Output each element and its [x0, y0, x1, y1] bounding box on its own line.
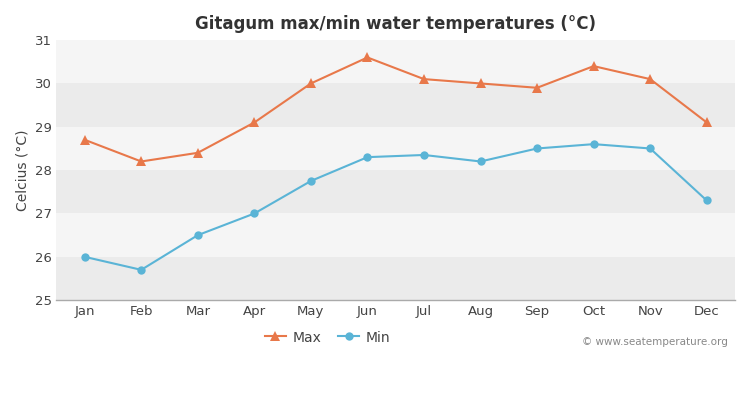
Max — [80, 138, 89, 142]
Min — [532, 146, 542, 151]
Min — [476, 159, 485, 164]
Max — [476, 81, 485, 86]
Min — [307, 178, 316, 183]
Min — [80, 254, 89, 259]
Min — [702, 198, 711, 203]
Min — [363, 155, 372, 160]
Bar — [56, 257, 735, 300]
Max — [532, 85, 542, 90]
Y-axis label: Celcius (°C): Celcius (°C) — [15, 129, 29, 211]
Min — [590, 142, 598, 146]
Max — [419, 77, 428, 82]
Min — [136, 268, 146, 272]
Min — [194, 233, 202, 238]
Max — [194, 150, 202, 155]
Min — [250, 211, 259, 216]
Line: Max: Max — [80, 52, 712, 166]
Min — [646, 146, 655, 151]
Bar — [56, 127, 735, 170]
Max — [136, 159, 146, 164]
Min — [419, 152, 428, 157]
Max — [250, 120, 259, 125]
Text: © www.seatemperature.org: © www.seatemperature.org — [582, 337, 728, 347]
Line: Min: Min — [80, 140, 711, 274]
Bar — [56, 40, 735, 84]
Max — [702, 120, 711, 125]
Max — [590, 64, 598, 68]
Bar — [56, 84, 735, 127]
Max — [307, 81, 316, 86]
Title: Gitagum max/min water temperatures (°C): Gitagum max/min water temperatures (°C) — [195, 15, 596, 33]
Max — [363, 55, 372, 60]
Max — [646, 77, 655, 82]
Bar — [56, 170, 735, 214]
Legend: Max, Min: Max, Min — [260, 325, 396, 350]
Bar — [56, 214, 735, 257]
